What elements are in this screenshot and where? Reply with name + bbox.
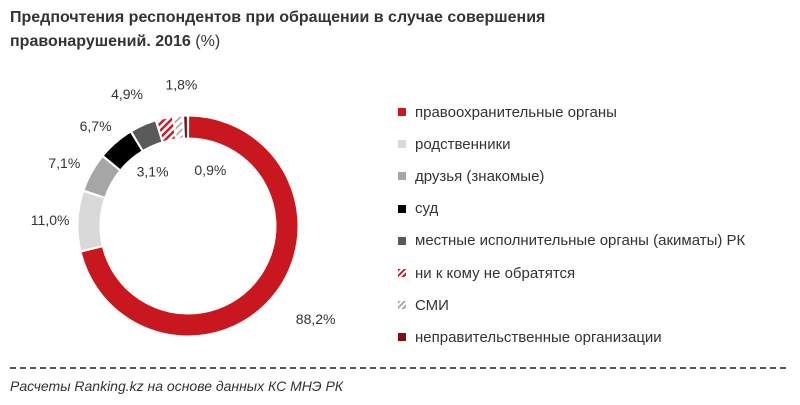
- data-label: 7,1%: [48, 155, 80, 171]
- legend-label: местные исполнительные органы (акиматы) …: [415, 232, 746, 250]
- legend-swatch: [398, 333, 406, 342]
- donut-slice: [102, 131, 143, 171]
- legend-label: родственники: [415, 135, 511, 153]
- donut-slice: [77, 190, 106, 252]
- donut-chart: 88,2% 11,0% 7,1% 6,7% 4,9% 3,1% 1,8% 0,9%: [31, 77, 336, 337]
- chart-title: Предпочтения респондентов при обращении …: [10, 6, 650, 54]
- data-label: 88,2%: [296, 311, 336, 327]
- data-label: 11,0%: [31, 212, 70, 228]
- legend-item: родственники: [398, 128, 745, 160]
- legend-label: ни к кому не обратятся: [415, 264, 576, 282]
- donut-slice: [130, 120, 163, 152]
- data-label: 3,1%: [137, 164, 169, 180]
- legend-swatch: [398, 172, 406, 181]
- legend-item: местные исполнительные органы (акиматы) …: [398, 225, 745, 257]
- legend-label: суд: [415, 200, 439, 218]
- legend-item: суд: [398, 193, 745, 225]
- legend-item: СМИ: [398, 289, 745, 321]
- data-label: 1,8%: [165, 77, 197, 93]
- legend-item: неправительственные организации: [398, 321, 745, 353]
- legend: правоохранительные органы родственники дру…: [398, 96, 745, 354]
- source-note: Расчеты Ranking.kz на основе данных КС М…: [10, 378, 344, 394]
- data-label: 4,9%: [111, 86, 143, 102]
- donut-slices: [77, 115, 299, 337]
- chart-title-text: Предпочтения респондентов при обращении …: [10, 9, 546, 50]
- donut-slice: [173, 115, 184, 140]
- divider: [10, 367, 786, 369]
- data-label: 6,7%: [80, 118, 112, 134]
- donut-slice: [156, 116, 177, 143]
- legend-item: правоохранительные органы: [398, 96, 745, 128]
- legend-item: ни к кому не обратятся: [398, 257, 745, 289]
- donut-slice: [83, 156, 121, 198]
- legend-label: правоохранительные органы: [415, 103, 617, 121]
- legend-item: друзья (знакомые): [398, 160, 745, 192]
- data-labels: 88,2% 11,0% 7,1% 6,7% 4,9% 3,1% 1,8% 0,9%: [31, 77, 336, 327]
- legend-swatch: [398, 108, 406, 117]
- legend-swatch: [398, 140, 406, 149]
- chart-title-unit: (%): [195, 33, 221, 50]
- donut-slice: [80, 115, 299, 337]
- legend-label: друзья (знакомые): [415, 167, 545, 185]
- legend-swatch: [398, 301, 406, 310]
- legend-swatch: [398, 204, 406, 213]
- legend-swatch: [398, 269, 406, 278]
- legend-label: СМИ: [415, 296, 449, 314]
- legend-swatch: [398, 236, 406, 245]
- donut-slice: [183, 115, 188, 139]
- legend-label: неправительственные организации: [415, 328, 662, 346]
- data-label: 0,9%: [194, 162, 226, 178]
